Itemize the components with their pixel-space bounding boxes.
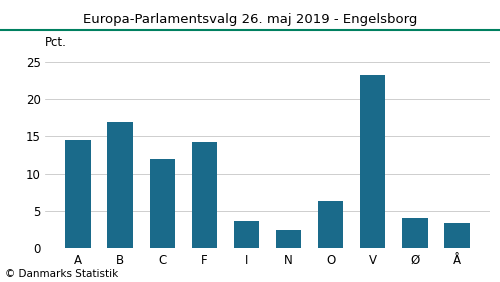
Bar xyxy=(192,142,217,248)
Bar xyxy=(402,218,427,248)
Bar xyxy=(234,221,259,248)
Bar xyxy=(318,201,344,248)
Bar xyxy=(150,159,175,248)
Bar xyxy=(444,223,470,248)
Bar xyxy=(360,76,386,248)
Bar xyxy=(65,140,90,248)
Bar xyxy=(276,230,301,248)
Text: Europa-Parlamentsvalg 26. maj 2019 - Engelsborg: Europa-Parlamentsvalg 26. maj 2019 - Eng… xyxy=(83,13,417,26)
Text: Pct.: Pct. xyxy=(45,36,67,49)
Bar xyxy=(108,122,132,248)
Text: © Danmarks Statistik: © Danmarks Statistik xyxy=(5,269,118,279)
